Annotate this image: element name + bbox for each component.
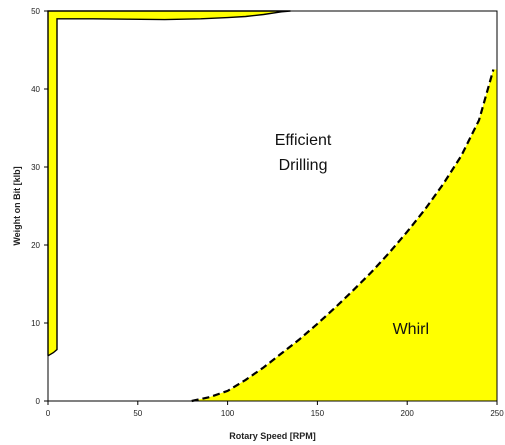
- x-tick-label: 50: [133, 409, 142, 418]
- y-tick-label: 10: [31, 319, 40, 328]
- annotation-label: Efficient: [275, 132, 332, 149]
- plot-frame: [47, 10, 498, 402]
- x-tick-label: 150: [311, 409, 325, 418]
- y-tick-label: 40: [31, 85, 40, 94]
- x-axis-ticks: 0 50 100 150 200 250: [46, 401, 504, 418]
- y-axis-label: Weight on Bit [klb]: [12, 166, 22, 245]
- annotation-label: Whirl: [393, 321, 429, 338]
- y-axis-ticks: 0 10 20 30 40 50: [31, 7, 48, 406]
- x-tick-label: 200: [401, 409, 415, 418]
- y-tick-label: 30: [31, 163, 40, 172]
- x-tick-label: 0: [46, 409, 51, 418]
- whirl-region-fill: [191, 69, 497, 401]
- y-tick-label: 0: [36, 397, 41, 406]
- x-tick-label: 100: [221, 409, 235, 418]
- annotation-label: Drilling: [279, 157, 328, 174]
- x-axis-label: Rotary Speed [RPM]: [229, 431, 316, 441]
- annotations: Efficient Drilling Whirl: [275, 132, 429, 338]
- y-tick-label: 50: [31, 7, 40, 16]
- y-tick-label: 20: [31, 241, 40, 250]
- whirl-boundary-dashed-line: [191, 69, 495, 403]
- x-tick-label: 250: [490, 409, 504, 418]
